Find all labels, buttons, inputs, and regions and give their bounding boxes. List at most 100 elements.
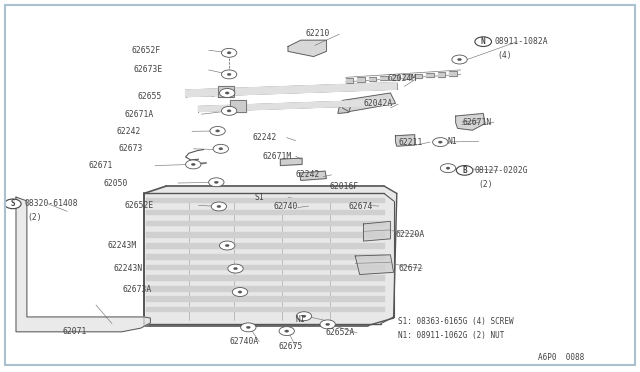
Text: 62671N: 62671N (462, 118, 492, 126)
Polygon shape (342, 93, 396, 112)
Polygon shape (146, 254, 384, 259)
Circle shape (241, 323, 256, 332)
Circle shape (221, 70, 237, 79)
Circle shape (475, 37, 492, 46)
Polygon shape (338, 106, 351, 113)
Polygon shape (218, 86, 234, 97)
Polygon shape (426, 73, 434, 77)
Text: 62671A: 62671A (125, 110, 154, 119)
Text: 62671M: 62671M (262, 153, 292, 161)
Polygon shape (146, 275, 384, 280)
Circle shape (227, 110, 231, 112)
Circle shape (225, 244, 229, 247)
Text: S1: 08363-6165G (4) SCREW: S1: 08363-6165G (4) SCREW (398, 317, 514, 326)
Polygon shape (230, 100, 246, 112)
Text: 62674: 62674 (349, 202, 373, 211)
Polygon shape (288, 40, 326, 57)
Polygon shape (186, 83, 397, 97)
Text: 62242: 62242 (296, 170, 320, 179)
Polygon shape (438, 72, 445, 77)
Circle shape (227, 52, 231, 54)
Text: N1: N1 (448, 137, 458, 146)
Circle shape (234, 267, 237, 270)
Circle shape (225, 92, 229, 94)
Text: 08320-61408: 08320-61408 (24, 199, 78, 208)
Circle shape (296, 312, 312, 321)
Circle shape (228, 264, 243, 273)
Circle shape (219, 148, 223, 150)
Polygon shape (357, 77, 365, 82)
Text: 62024M: 62024M (387, 74, 417, 83)
Text: N: N (481, 37, 486, 46)
Text: 62243N: 62243N (114, 264, 143, 273)
Circle shape (211, 202, 227, 211)
Text: 62672: 62672 (398, 264, 422, 273)
Polygon shape (415, 74, 422, 78)
Polygon shape (449, 71, 457, 76)
Text: 62042A: 62042A (364, 99, 393, 108)
Text: (2): (2) (478, 180, 493, 189)
Circle shape (221, 106, 237, 115)
Circle shape (213, 144, 228, 153)
Text: (4): (4) (497, 51, 512, 60)
Polygon shape (396, 135, 415, 146)
Text: 08911-1082A: 08911-1082A (494, 37, 548, 46)
Polygon shape (280, 158, 302, 166)
Circle shape (433, 138, 448, 147)
Text: 62211: 62211 (398, 138, 422, 147)
Text: A6P0  0088: A6P0 0088 (538, 353, 584, 362)
Polygon shape (146, 210, 384, 214)
Text: 62243M: 62243M (108, 241, 137, 250)
Text: 62210: 62210 (306, 29, 330, 38)
Text: (2): (2) (28, 214, 42, 222)
Circle shape (232, 288, 248, 296)
Text: 62673E: 62673E (133, 65, 163, 74)
Text: 62016F: 62016F (330, 182, 359, 190)
Text: 62671: 62671 (88, 161, 113, 170)
Text: 62652F: 62652F (131, 46, 161, 55)
Polygon shape (369, 77, 376, 81)
Polygon shape (144, 186, 397, 326)
Circle shape (279, 327, 294, 336)
Polygon shape (146, 221, 384, 225)
Polygon shape (146, 243, 384, 248)
Polygon shape (403, 74, 411, 79)
Polygon shape (364, 221, 390, 241)
Text: N1: N1 (296, 315, 305, 324)
Circle shape (217, 205, 221, 208)
Text: 08127-0202G: 08127-0202G (475, 166, 529, 175)
Circle shape (438, 141, 442, 143)
Polygon shape (198, 100, 390, 112)
Polygon shape (146, 232, 384, 237)
Circle shape (221, 48, 237, 57)
Text: 62673: 62673 (118, 144, 143, 153)
Polygon shape (146, 307, 384, 311)
Text: S: S (10, 199, 15, 208)
Circle shape (186, 160, 201, 169)
Circle shape (210, 126, 225, 135)
Circle shape (220, 241, 235, 250)
Circle shape (440, 164, 456, 173)
Circle shape (320, 320, 335, 329)
Polygon shape (346, 78, 353, 83)
Polygon shape (456, 113, 485, 130)
Circle shape (456, 166, 473, 175)
Polygon shape (392, 75, 399, 80)
Circle shape (458, 58, 461, 61)
Text: 62050: 62050 (104, 179, 128, 187)
Polygon shape (146, 286, 384, 291)
Circle shape (302, 315, 306, 317)
Text: 62675: 62675 (278, 342, 303, 351)
Circle shape (4, 199, 21, 209)
Circle shape (446, 167, 450, 169)
Circle shape (214, 181, 218, 183)
Polygon shape (146, 265, 384, 269)
Text: N1: 08911-1062G (2) NUT: N1: 08911-1062G (2) NUT (398, 331, 504, 340)
Circle shape (227, 73, 231, 76)
Circle shape (209, 178, 224, 187)
Circle shape (220, 89, 235, 97)
Text: 62652E: 62652E (125, 201, 154, 210)
Polygon shape (380, 76, 388, 80)
Circle shape (452, 55, 467, 64)
Polygon shape (355, 255, 394, 275)
